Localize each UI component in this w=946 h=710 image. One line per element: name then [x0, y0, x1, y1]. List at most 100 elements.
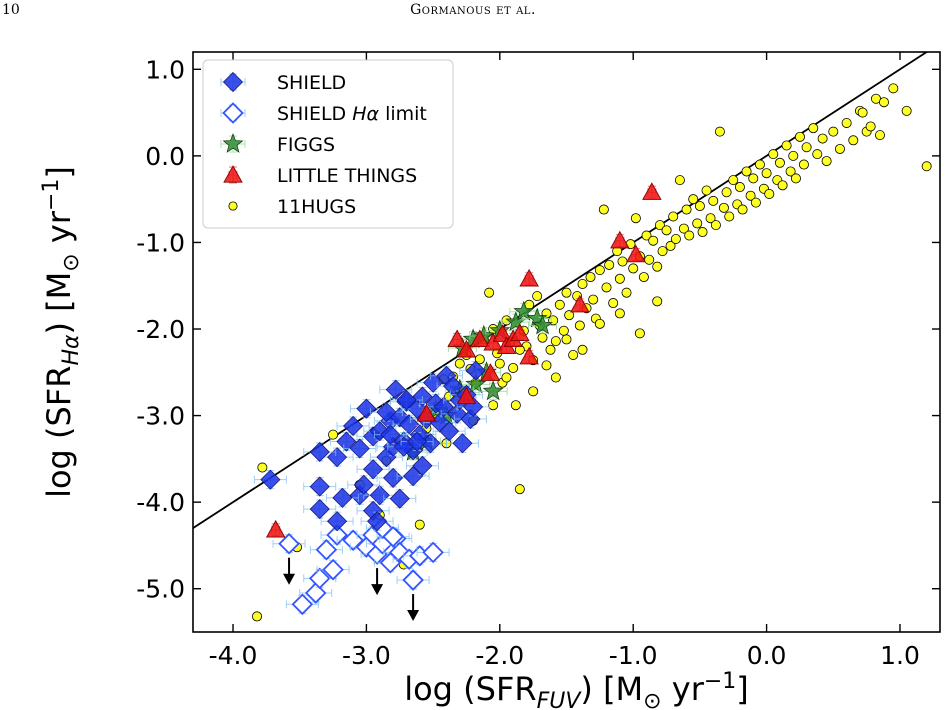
data-point-shield-h-limit [382, 526, 404, 548]
data-point-shield [385, 379, 406, 400]
data-point-11hugs [414, 519, 425, 530]
data-point-11hugs [821, 156, 832, 167]
legend-marker-little-things [223, 165, 243, 183]
upper-limit-arrows [283, 557, 420, 622]
legend-label: SHIELD [277, 72, 346, 94]
data-point-11hugs [494, 358, 505, 369]
data-point-11hugs [801, 142, 812, 153]
data-point-11hugs [561, 287, 572, 298]
data-point-11hugs [577, 278, 588, 289]
data-point-11hugs [865, 121, 876, 132]
data-point-11hugs [657, 246, 668, 257]
data-point-11hugs [684, 230, 695, 241]
data-point-shield [439, 421, 460, 442]
data-point-11hugs [514, 484, 525, 495]
data-point-little-things [456, 386, 477, 405]
upper-limit-arrow-head [371, 584, 384, 596]
data-point-little-things [642, 182, 662, 200]
data-point-11hugs [564, 310, 575, 321]
data-point-shield [412, 455, 433, 476]
data-point-11hugs [817, 133, 828, 144]
data-point-shield [349, 438, 370, 459]
data-point-little-things [480, 363, 501, 381]
data-point-11hugs [628, 263, 639, 274]
data-point-little-things [626, 244, 646, 263]
data-point-11hugs [665, 240, 676, 251]
data-point-11hugs [638, 272, 649, 283]
data-point-11hugs [692, 218, 703, 229]
x-tick-label: -2.0 [475, 641, 524, 670]
data-point-11hugs [785, 166, 796, 177]
data-point-11hugs [812, 149, 823, 160]
data-point-11hugs [577, 344, 588, 355]
data-point-11hugs [568, 349, 579, 360]
data-point-11hugs [528, 386, 539, 397]
data-point-shield [309, 499, 330, 520]
data-point-shield [369, 485, 390, 506]
data-point-11hugs [724, 211, 735, 222]
y-tick-label: -1.0 [136, 228, 185, 257]
data-point-11hugs [834, 143, 845, 154]
data-point-11hugs [652, 296, 663, 307]
y-tick-label: 0.0 [145, 142, 185, 171]
data-point-11hugs [558, 325, 569, 336]
data-point-11hugs [901, 105, 912, 116]
legend-box [202, 59, 454, 229]
legend-label: SHIELD Hα limit [277, 103, 427, 125]
legend-label: LITTLE THINGS [277, 165, 417, 187]
data-point-11hugs [598, 204, 609, 215]
data-point-shield [389, 488, 410, 509]
data-point-shield [309, 476, 330, 497]
data-point-11hugs [768, 149, 779, 160]
data-point-11hugs [488, 400, 499, 411]
y-tick-label: -5.0 [136, 575, 185, 604]
data-point-11hugs [714, 126, 725, 137]
data-point-11hugs [777, 180, 788, 191]
data-point-shield-h-limit [308, 567, 331, 590]
plot-frame [192, 51, 941, 633]
upper-limit-arrow-head [407, 610, 420, 622]
y-axis-title: log (SFRHα) [M⊙ yr−1] [39, 166, 84, 498]
data-point-11hugs [508, 362, 519, 373]
data-point-11hugs [550, 336, 561, 347]
data-point-shield [336, 431, 357, 452]
data-point-11hugs [257, 462, 268, 473]
legend-marker-shield [222, 71, 244, 93]
data-point-shield-h-limit [422, 541, 444, 564]
data-point-figgs [465, 373, 487, 394]
data-point-shield-h-limit [278, 532, 300, 555]
data-point-11hugs [654, 220, 665, 231]
data-point-11hugs [670, 233, 681, 244]
data-point-11hugs [808, 123, 819, 134]
legend-marker-11hugs [228, 201, 238, 211]
data-point-11hugs [857, 107, 868, 118]
data-point-figgs [532, 314, 553, 335]
data-point-11hugs [537, 332, 548, 343]
data-point-11hugs [798, 159, 809, 170]
series-little-things [265, 182, 662, 538]
data-point-shield [433, 396, 454, 417]
data-point-little-things [416, 403, 437, 422]
data-point-11hugs [748, 173, 759, 184]
page-header: 10 Gormanous et al. [0, 0, 946, 30]
data-point-shield [407, 431, 428, 452]
data-point-little-things [570, 294, 590, 313]
data-point-shield [403, 466, 424, 487]
data-point-11hugs [614, 308, 625, 319]
data-point-little-things [510, 323, 530, 341]
data-point-11hugs [718, 202, 729, 213]
data-point-11hugs [697, 227, 708, 238]
data-point-11hugs [594, 318, 605, 329]
y-tick-label: -4.0 [136, 488, 185, 517]
legend-entry-figgs: FIGGS [220, 133, 335, 156]
data-point-11hugs [554, 299, 565, 310]
data-point-little-things [265, 519, 286, 538]
data-point-little-things [519, 268, 539, 287]
data-point-shield-h-limit [402, 569, 424, 591]
data-point-11hugs [888, 83, 899, 94]
data-point-11hugs [574, 320, 585, 331]
data-point-shield [367, 511, 388, 532]
data-point-11hugs [545, 344, 556, 355]
data-point-11hugs [788, 150, 799, 161]
